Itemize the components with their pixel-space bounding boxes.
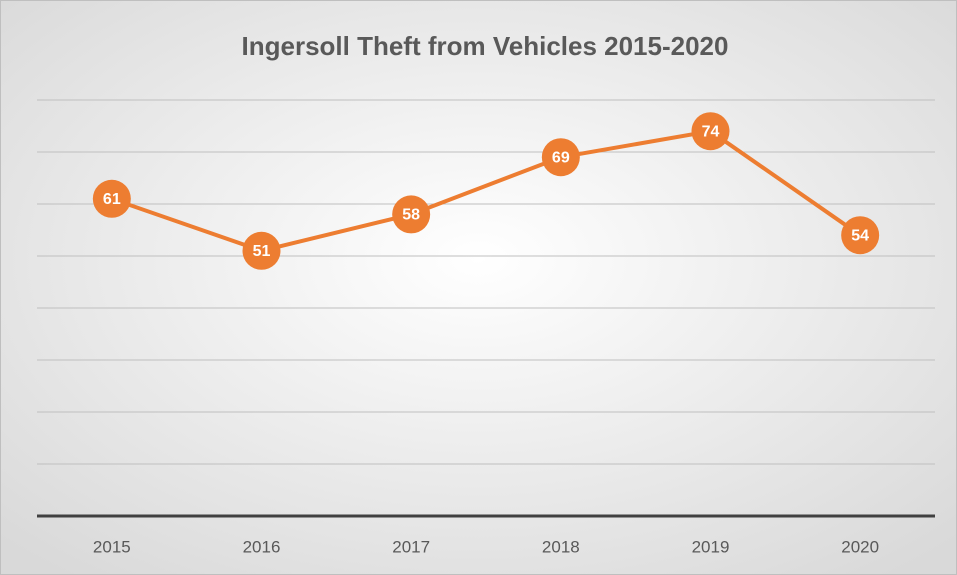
line-series — [111, 129, 862, 253]
marker — [541, 138, 580, 177]
data-label: 54 — [851, 227, 869, 244]
marker — [841, 216, 880, 255]
data-label: 69 — [552, 149, 570, 166]
marker — [392, 195, 431, 234]
marker — [242, 231, 281, 270]
x-tick-label: 2015 — [93, 537, 131, 556]
x-tick-label: 2016 — [243, 537, 281, 556]
x-tick-label: 2018 — [542, 537, 580, 556]
data-label: 74 — [702, 123, 720, 140]
marker — [92, 179, 131, 218]
data-label: 51 — [253, 243, 271, 260]
chart-title: Ingersoll Theft from Vehicles 2015-2020 — [242, 31, 729, 61]
x-tick-label: 2017 — [392, 537, 430, 556]
data-label: 58 — [402, 207, 420, 224]
data-label: 61 — [103, 191, 121, 208]
marker — [691, 112, 730, 151]
x-tick-label: 2019 — [692, 537, 730, 556]
x-tick-label: 2020 — [841, 537, 879, 556]
